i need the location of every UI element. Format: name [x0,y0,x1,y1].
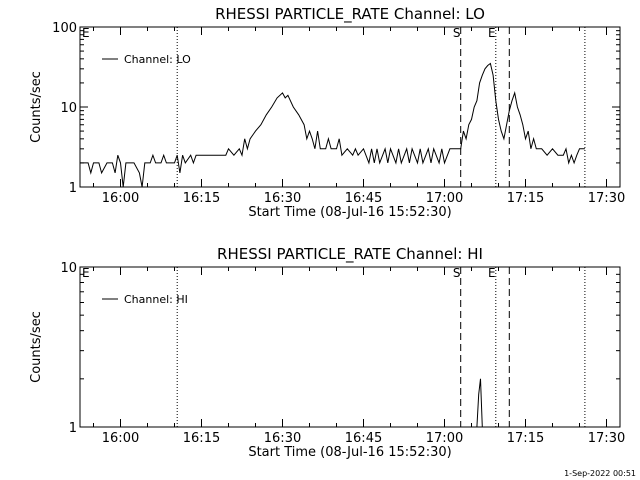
panel2-xtick-label: 16:30 [264,431,301,446]
panel1-title: RHESSI PARTICLE_RATE Channel: LO [215,5,485,24]
panel1-xtick-label: 16:00 [102,191,139,206]
panel2-legend-label: Channel: HI [124,293,188,306]
panel2-xtick-label: 17:30 [588,431,625,446]
panel2-xtick-label: 16:45 [345,431,382,446]
panel1-corner-label: E [82,26,90,40]
panel1-xtick-label: 17:15 [507,191,544,206]
panel1-ytick-label: 10 [60,101,77,116]
panel1-xtick-label: 16:15 [183,191,220,206]
panel2-xtick-label: 17:00 [426,431,463,446]
panel2-xtick-label: 16:15 [183,431,220,446]
panel1-xtick-label: 17:30 [588,191,625,206]
panel1-xtick-label: 17:00 [426,191,463,206]
panel1-legend-label: Channel: LO [124,53,191,66]
panel1-xtick-label: 16:45 [345,191,382,206]
panel1-series-line [80,62,585,188]
panel2-corner-label: E [82,266,90,280]
panel1-xlabel: Start Time (08-Jul-16 15:52:30) [248,205,451,220]
panel2-xlabel: Start Time (08-Jul-16 15:52:30) [248,445,451,460]
panel2-series-line [476,378,483,428]
panel1-ytick-label: 100 [52,21,77,36]
panel1-ylabel: Counts/sec [29,71,44,143]
panel1-marker-label: S [453,26,461,40]
panel1-marker-label: E [488,26,496,40]
panel2-title: RHESSI PARTICLE_RATE Channel: HI [217,245,483,264]
panel2-ytick-label: 1 [69,421,77,436]
panel2-xtick-label: 16:00 [102,431,139,446]
panel2-frame [79,266,621,428]
panel1-xtick-label: 16:30 [264,191,301,206]
panel2-ylabel: Counts/sec [29,311,44,383]
panel1-ytick-label: 1 [69,181,77,196]
panel2-marker-label: S [453,266,461,280]
footer-timestamp: 1-Sep-2022 00:51 [564,469,636,478]
panel2-xtick-label: 17:15 [507,431,544,446]
panel2-marker-label: E [488,266,496,280]
panel2-ytick-label: 10 [60,261,77,276]
